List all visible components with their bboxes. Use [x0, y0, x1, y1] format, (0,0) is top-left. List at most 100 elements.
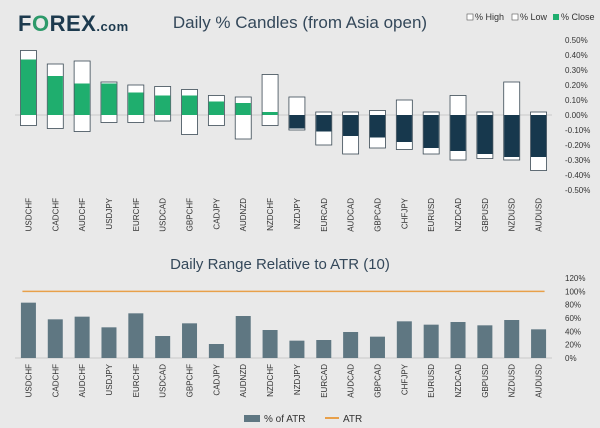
candle-x-label-gbpusd: GBPUSD: [481, 198, 490, 232]
legend-pct-atr-label: % of ATR: [264, 414, 306, 425]
atr-bar-audcad: [343, 332, 359, 358]
atr-bar-gbpcad: [369, 336, 385, 358]
candle-close-chfjpy: [396, 115, 412, 142]
legend-close-swatch: [553, 14, 559, 20]
candle-close-audusd: [530, 115, 547, 157]
candle-y-tick: 0.20%: [565, 81, 588, 90]
atr-x-label-chfjpy: CHFJPY: [400, 363, 409, 395]
candle-y-tick: 0.30%: [565, 66, 588, 75]
atr-bar-gbpusd: [477, 325, 493, 358]
atr-x-label-nzdusd: NZDUSD: [508, 364, 517, 398]
atr-bar-usdcad: [155, 336, 171, 358]
legend-low-swatch: [511, 13, 519, 21]
candle-y-tick: -0.30%: [565, 156, 590, 165]
candle-x-label-usdcad: USDCAD: [159, 198, 168, 232]
atr-x-label-audnzd: AUDNZD: [239, 364, 248, 398]
atr-x-label-eurcad: EURCAD: [320, 364, 329, 398]
candle-x-label-audusd: AUDUSD: [535, 198, 544, 232]
atr-bar-eurusd: [423, 324, 439, 358]
candle-close-nzdusd: [504, 115, 520, 157]
candle-close-audcad: [343, 115, 359, 136]
atr-x-label-gbpusd: GBPUSD: [481, 364, 490, 398]
candles-title: Daily % Candles (from Asia open): [173, 13, 427, 32]
candle-close-usdcad: [155, 95, 171, 115]
atr-bar-cadchf: [47, 319, 63, 358]
atr-x-label-usdjpy: USDJPY: [105, 363, 114, 395]
atr-x-label-nzdchf: NZDCHF: [266, 364, 275, 397]
atr-x-label-nzdcad: NZDCAD: [454, 364, 463, 398]
atr-x-label-cadchf: CADCHF: [51, 364, 60, 397]
candle-y-tick: -0.20%: [565, 141, 590, 150]
candle-y-tick: -0.10%: [565, 126, 590, 135]
atr-x-label-audusd: AUDUSD: [535, 364, 544, 398]
legend-low-label: % Low: [520, 12, 548, 22]
candle-close-nzdcad: [450, 115, 466, 151]
atr-bar-nzdjpy: [289, 340, 305, 358]
candle-close-gbpchf: [181, 95, 198, 115]
atr-x-label-cadjpy: CADJPY: [212, 363, 221, 395]
candle-x-label-usdchf: USDCHF: [24, 198, 33, 231]
atr-bar-audusd: [531, 329, 547, 358]
forex-logo: FOREX.com: [18, 11, 129, 36]
candles-plot: USDCHF CADCHF AUDCHF USDJPY EURCHF USDCAD GBPC…: [15, 36, 590, 232]
atr-y-tick: 60%: [565, 314, 581, 323]
candle-x-label-nzdusd: NZDUSD: [508, 198, 517, 232]
atr-x-label-gbpchf: GBPCHF: [186, 364, 195, 397]
atr-x-label-eurusd: EURUSD: [427, 364, 436, 398]
candle-close-eurusd: [423, 115, 439, 148]
legend-pct-atr-swatch: [244, 415, 260, 422]
candle-x-label-nzdjpy: NZDJPY: [293, 197, 302, 229]
candle-x-label-nzdchf: NZDCHF: [266, 198, 275, 231]
candle-y-tick: 0.00%: [565, 111, 588, 120]
atr-x-label-usdchf: USDCHF: [24, 364, 33, 397]
candle-y-tick: 0.40%: [565, 51, 588, 60]
atr-plot: USDCHF CADCHF AUDCHF USDJPY EURCHF USDCAD GBPC…: [15, 274, 585, 398]
legend-close-label: % Close: [561, 12, 595, 22]
atr-y-tick: 100%: [565, 287, 585, 296]
candle-close-audchf: [74, 83, 90, 115]
candle-x-label-gbpchf: GBPCHF: [186, 198, 195, 231]
candle-close-cadjpy: [208, 101, 224, 115]
candle-x-label-cadchf: CADCHF: [51, 198, 60, 231]
atr-y-tick: 80%: [565, 301, 581, 310]
candle-x-label-cadjpy: CADJPY: [212, 197, 221, 229]
candle-x-label-chfjpy: CHFJPY: [400, 197, 409, 229]
atr-x-label-audcad: AUDCAD: [347, 364, 356, 398]
candle-y-tick: 0.10%: [565, 96, 588, 105]
candle-x-label-eurcad: EURCAD: [320, 198, 329, 232]
atr-y-tick: 120%: [565, 274, 585, 283]
atr-bar-audnzd: [235, 316, 251, 358]
candle-x-label-audnzd: AUDNZD: [239, 198, 248, 232]
candle-x-label-gbpcad: GBPCAD: [373, 198, 382, 232]
atr-x-label-audchf: AUDCHF: [78, 364, 87, 397]
atr-x-label-nzdjpy: NZDJPY: [293, 363, 302, 395]
atr-bar-usdchf: [20, 302, 36, 358]
atr-bar-usdjpy: [101, 327, 117, 358]
atr-bar-nzdusd: [504, 320, 520, 358]
atr-title: Daily Range Relative to ATR (10): [170, 256, 390, 273]
legend-high-swatch: [466, 13, 474, 21]
candle-close-audnzd: [235, 103, 251, 115]
candle-range-nzdchf: [261, 74, 279, 126]
atr-x-label-eurchf: EURCHF: [132, 364, 141, 397]
legend-high-label: % High: [475, 12, 504, 22]
candle-x-label-eurusd: EURUSD: [427, 198, 436, 232]
atr-x-label-gbpcad: GBPCAD: [373, 364, 382, 398]
atr-legend: % of ATR ATR: [244, 414, 362, 425]
atr-bar-nzdchf: [262, 330, 278, 358]
candle-close-usdjpy: [101, 83, 117, 115]
candle-x-label-audchf: AUDCHF: [78, 198, 87, 231]
candle-close-usdchf: [20, 59, 37, 115]
candle-y-tick: -0.50%: [565, 186, 590, 195]
candle-y-tick: -0.40%: [565, 171, 590, 180]
candle-close-eurcad: [316, 115, 332, 132]
candle-close-cadchf: [47, 76, 63, 115]
legend-atr-label: ATR: [343, 414, 362, 425]
candle-close-nzdchf: [262, 112, 278, 115]
candle-x-label-eurchf: EURCHF: [132, 198, 141, 231]
atr-y-tick: 40%: [565, 327, 581, 336]
atr-y-tick: 20%: [565, 341, 581, 350]
atr-y-tick: 0%: [565, 354, 577, 363]
